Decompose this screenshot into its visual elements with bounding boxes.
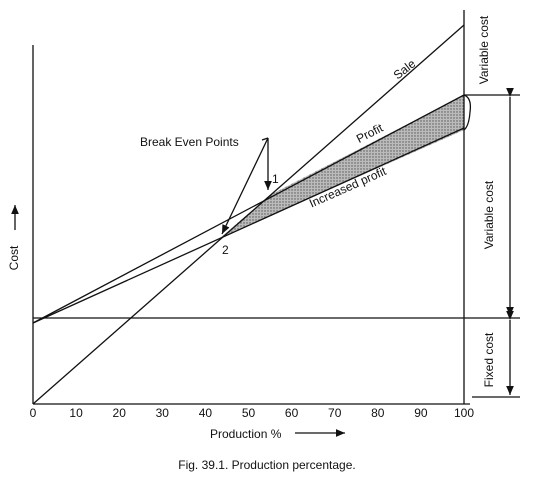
x-tick-label: 50 bbox=[242, 406, 256, 420]
x-tick-label: 10 bbox=[69, 406, 83, 420]
pointer bbox=[261, 137, 269, 141]
x-tick-label: 100 bbox=[454, 406, 474, 420]
plot-lines bbox=[11, 10, 520, 437]
x-tick-label: 40 bbox=[199, 406, 213, 420]
x-tick-label: 0 bbox=[30, 406, 37, 420]
reduced-cost-line bbox=[32, 127, 465, 324]
x-tick-label: 90 bbox=[414, 406, 428, 420]
right-label: Fixed cost bbox=[482, 332, 496, 387]
line-label: Sale bbox=[391, 56, 419, 82]
x-tick-label: 20 bbox=[113, 406, 127, 420]
y-axis-label: Cost bbox=[7, 245, 21, 270]
point-label: 1 bbox=[272, 172, 279, 186]
pointer bbox=[221, 137, 269, 235]
annotation: Break Even Points bbox=[140, 135, 239, 149]
x-tick-label: 70 bbox=[328, 406, 342, 420]
x-tick-label: 60 bbox=[285, 406, 299, 420]
sale-line bbox=[32, 24, 465, 405]
bracket bbox=[463, 94, 472, 131]
profit-area bbox=[220, 95, 464, 238]
caption: Fig. 39.1. Production percentage. bbox=[178, 458, 355, 472]
x-ticks: 0 10 20 30 40 50 60 70 80 90 100 bbox=[30, 406, 475, 420]
right-label: Variable cost bbox=[477, 15, 491, 84]
x-tick-label: 30 bbox=[156, 406, 170, 420]
x-axis-label: Production % bbox=[210, 427, 282, 441]
right-label: Variable cost bbox=[482, 180, 496, 249]
x-tick-label: 80 bbox=[371, 406, 385, 420]
cost-line bbox=[32, 94, 465, 324]
point-label: 2 bbox=[222, 243, 229, 257]
